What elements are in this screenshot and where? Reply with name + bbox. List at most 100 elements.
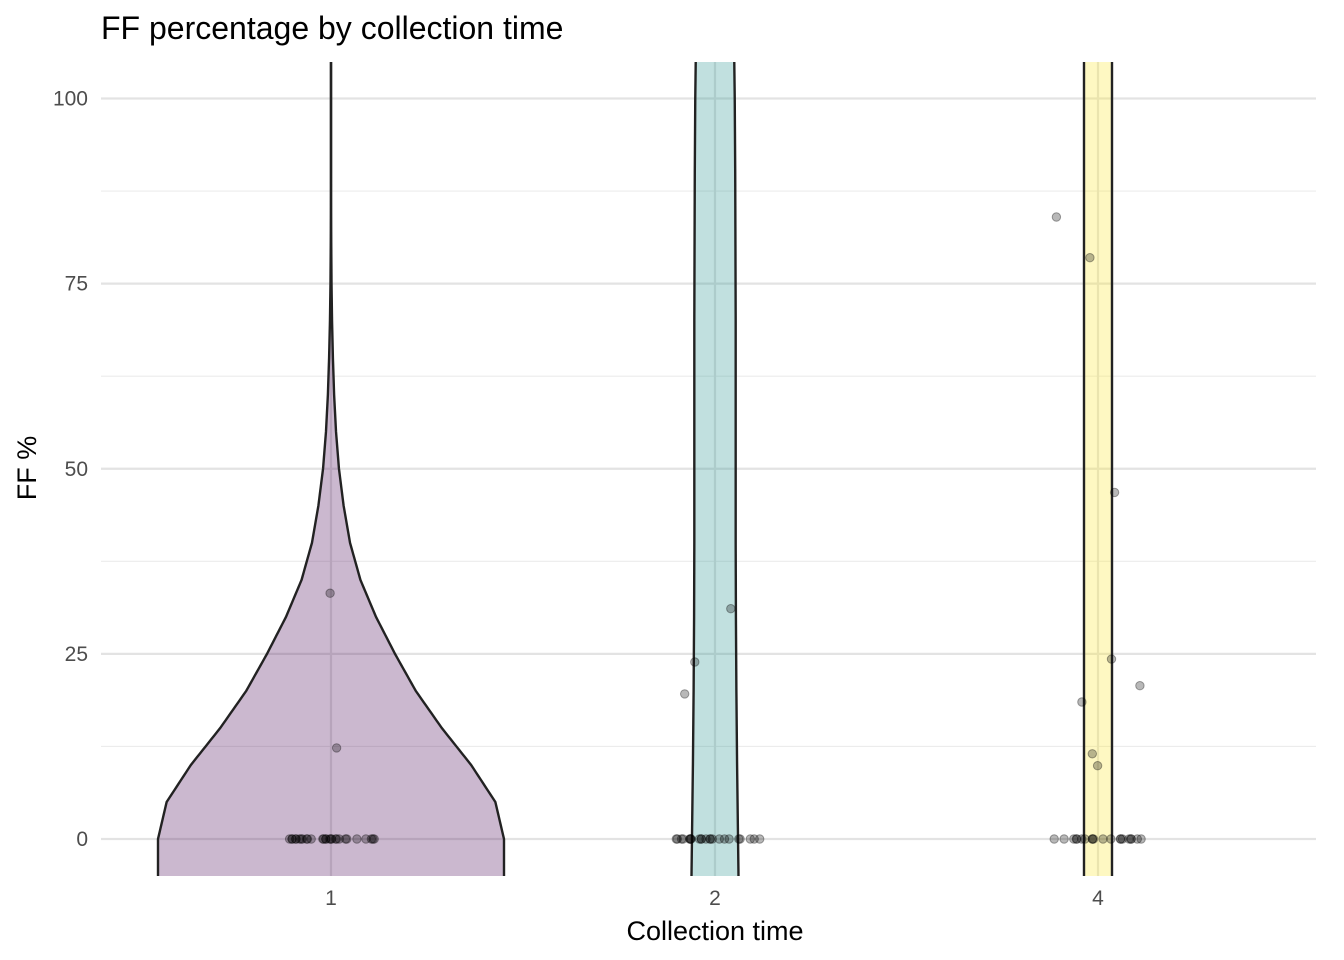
- data-point: [340, 834, 351, 844]
- data-point: [342, 834, 352, 844]
- data-point: [1085, 253, 1095, 263]
- data-point: [306, 834, 316, 844]
- data-point: [302, 834, 313, 844]
- data-point: [325, 834, 335, 844]
- data-point: [352, 834, 362, 844]
- data-point: [678, 834, 688, 844]
- data-point: [301, 834, 312, 844]
- data-point: [366, 834, 377, 844]
- point-layer: [284, 212, 1146, 844]
- violin-body: [1084, 62, 1112, 876]
- data-point: [1117, 834, 1128, 844]
- data-point: [685, 834, 696, 844]
- data-point: [318, 834, 328, 844]
- data-point: [696, 834, 706, 844]
- data-point: [325, 588, 335, 598]
- data-point: [1126, 834, 1136, 844]
- data-point: [290, 834, 301, 844]
- data-point: [1071, 834, 1082, 844]
- data-point: [1098, 834, 1108, 844]
- data-point: [287, 834, 297, 844]
- data-point: [1124, 834, 1134, 844]
- data-point: [671, 834, 681, 844]
- data-point: [1109, 487, 1120, 498]
- data-point: [368, 834, 378, 844]
- x-tick-label: 4: [1092, 887, 1104, 910]
- data-point: [369, 834, 379, 844]
- data-point: [684, 834, 695, 844]
- y-tick-label: 0: [76, 828, 88, 851]
- x-axis-title: Collection time: [626, 916, 803, 946]
- data-point: [1087, 749, 1098, 759]
- violin-body: [158, 62, 504, 876]
- data-point: [724, 834, 734, 844]
- data-point: [1069, 834, 1079, 844]
- data-point: [734, 834, 744, 844]
- data-point: [330, 834, 341, 844]
- data-point: [1059, 834, 1069, 844]
- violin-outline: [690, 61, 697, 877]
- data-point: [1080, 834, 1090, 844]
- data-point: [1051, 212, 1062, 222]
- data-point: [745, 834, 755, 844]
- data-point: [755, 834, 765, 844]
- data-point: [1049, 834, 1059, 844]
- data-point: [284, 834, 295, 844]
- data-point: [1116, 834, 1126, 844]
- data-point: [361, 834, 371, 844]
- data-point: [1088, 834, 1099, 844]
- axis-layer: 0 25 50 75 100 1 2 4: [53, 88, 1104, 911]
- data-point: [287, 834, 297, 844]
- data-point: [1106, 834, 1116, 844]
- data-point: [1087, 834, 1098, 844]
- data-point: [676, 834, 687, 844]
- data-point: [318, 834, 329, 844]
- data-point: [291, 834, 301, 844]
- data-point: [321, 834, 331, 844]
- data-point: [694, 834, 705, 844]
- data-point: [735, 834, 745, 844]
- data-point: [1115, 834, 1126, 844]
- data-point: [705, 834, 715, 844]
- y-tick-label: 100: [53, 88, 88, 111]
- data-point: [331, 743, 342, 753]
- data-point: [1072, 834, 1082, 844]
- violin-body: [691, 62, 739, 876]
- violin-layer: [156, 61, 1114, 877]
- data-point: [296, 834, 306, 844]
- data-point: [696, 834, 707, 844]
- data-point: [705, 834, 716, 844]
- y-tick-label: 50: [65, 458, 88, 481]
- data-point: [701, 834, 711, 844]
- data-point: [331, 834, 342, 844]
- data-point: [1135, 681, 1145, 691]
- y-tick-label: 25: [65, 643, 88, 666]
- data-point: [749, 834, 759, 844]
- data-point: [1136, 834, 1146, 844]
- data-point: [680, 689, 690, 699]
- chart-title: FF percentage by collection time: [101, 10, 563, 46]
- data-point: [326, 834, 336, 844]
- data-point: [334, 834, 344, 844]
- data-point: [686, 834, 696, 844]
- x-tick-label: 1: [325, 887, 337, 910]
- data-point: [707, 834, 717, 844]
- data-point: [1132, 834, 1143, 844]
- data-point: [297, 834, 308, 844]
- violin-outline: [156, 62, 333, 876]
- data-point: [1087, 834, 1098, 844]
- data-point: [321, 834, 331, 844]
- data-point: [686, 834, 696, 844]
- data-point: [1126, 834, 1136, 844]
- data-point: [726, 604, 736, 614]
- data-point: [1077, 834, 1087, 844]
- y-tick-label: 75: [65, 273, 88, 296]
- data-point: [1092, 761, 1103, 771]
- grid-layer: [101, 62, 1316, 876]
- data-point: [672, 834, 682, 844]
- data-point: [714, 834, 724, 844]
- violin-outline: [733, 61, 740, 877]
- x-tick-label: 2: [709, 887, 721, 910]
- y-axis-title: FF %: [12, 436, 42, 501]
